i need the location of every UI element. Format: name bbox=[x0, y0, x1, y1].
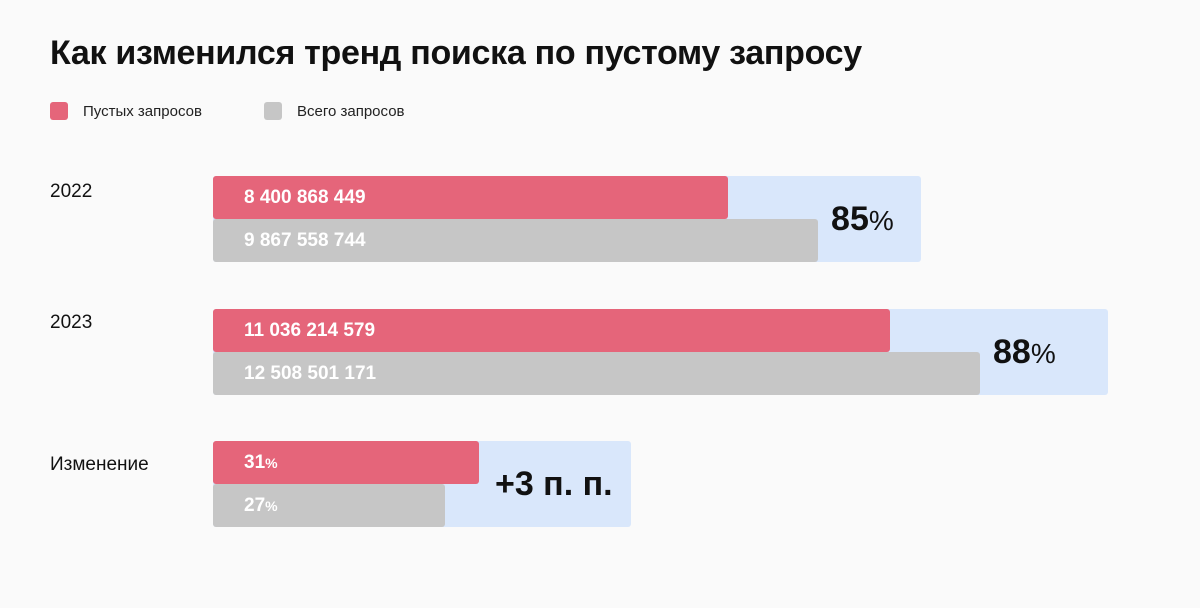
row-label: 2023 bbox=[50, 312, 93, 333]
bar-total bbox=[213, 352, 980, 395]
bar-total bbox=[213, 219, 819, 262]
legend-item-empty: Пустых запросов bbox=[50, 102, 202, 120]
bar-value-label-empty: 11 036 214 579 bbox=[244, 320, 375, 342]
ratio-label: 88% bbox=[993, 332, 1056, 374]
legend-swatch-total bbox=[264, 102, 282, 120]
legend-swatch-empty bbox=[50, 102, 68, 120]
ratio-unit: % bbox=[868, 205, 894, 236]
bar-value-label-empty: 8 400 868 449 bbox=[244, 187, 366, 209]
bar-value-total: 27 bbox=[244, 495, 266, 516]
ratio-value: +3 п. п. bbox=[494, 465, 613, 503]
bar-value-empty: 11 036 214 579 bbox=[244, 320, 376, 341]
row-label: 2022 bbox=[50, 181, 93, 202]
bar-value-label-total: 12 508 501 171 bbox=[244, 363, 376, 385]
chart-title: Как изменился тренд поиска по пустому за… bbox=[50, 34, 862, 72]
bar-value-total: 9 867 558 744 bbox=[244, 230, 366, 251]
bar-value-label-total: 27% bbox=[244, 495, 278, 517]
bar-value-total: 12 508 501 171 bbox=[244, 363, 377, 384]
bar-empty bbox=[213, 309, 890, 352]
legend-label-empty: Пустых запросов bbox=[83, 102, 202, 120]
bar-total bbox=[213, 484, 445, 527]
legend-item-total: Всего запросов bbox=[264, 102, 405, 120]
bar-value-label-empty: 31% bbox=[244, 452, 278, 474]
row-label: Изменение bbox=[50, 454, 149, 475]
bar-value-empty: 31 bbox=[244, 452, 266, 473]
bar-empty bbox=[213, 176, 729, 219]
bar-unit-total: % bbox=[265, 498, 278, 514]
ratio-unit: % bbox=[1030, 338, 1056, 369]
bar-value-label-total: 9 867 558 744 bbox=[244, 230, 366, 252]
legend-label-total: Всего запросов bbox=[297, 102, 405, 120]
ratio-value: 88 bbox=[993, 333, 1031, 371]
legend: Пустых запросов Всего запросов bbox=[50, 102, 650, 122]
bar-value-empty: 8 400 868 449 bbox=[244, 187, 366, 208]
ratio-value: 85 bbox=[831, 200, 869, 238]
bar-empty bbox=[213, 441, 479, 484]
ratio-label: +3 п. п. bbox=[495, 464, 613, 504]
ratio-label: 85% bbox=[831, 199, 894, 241]
bar-unit-empty: % bbox=[265, 455, 278, 471]
